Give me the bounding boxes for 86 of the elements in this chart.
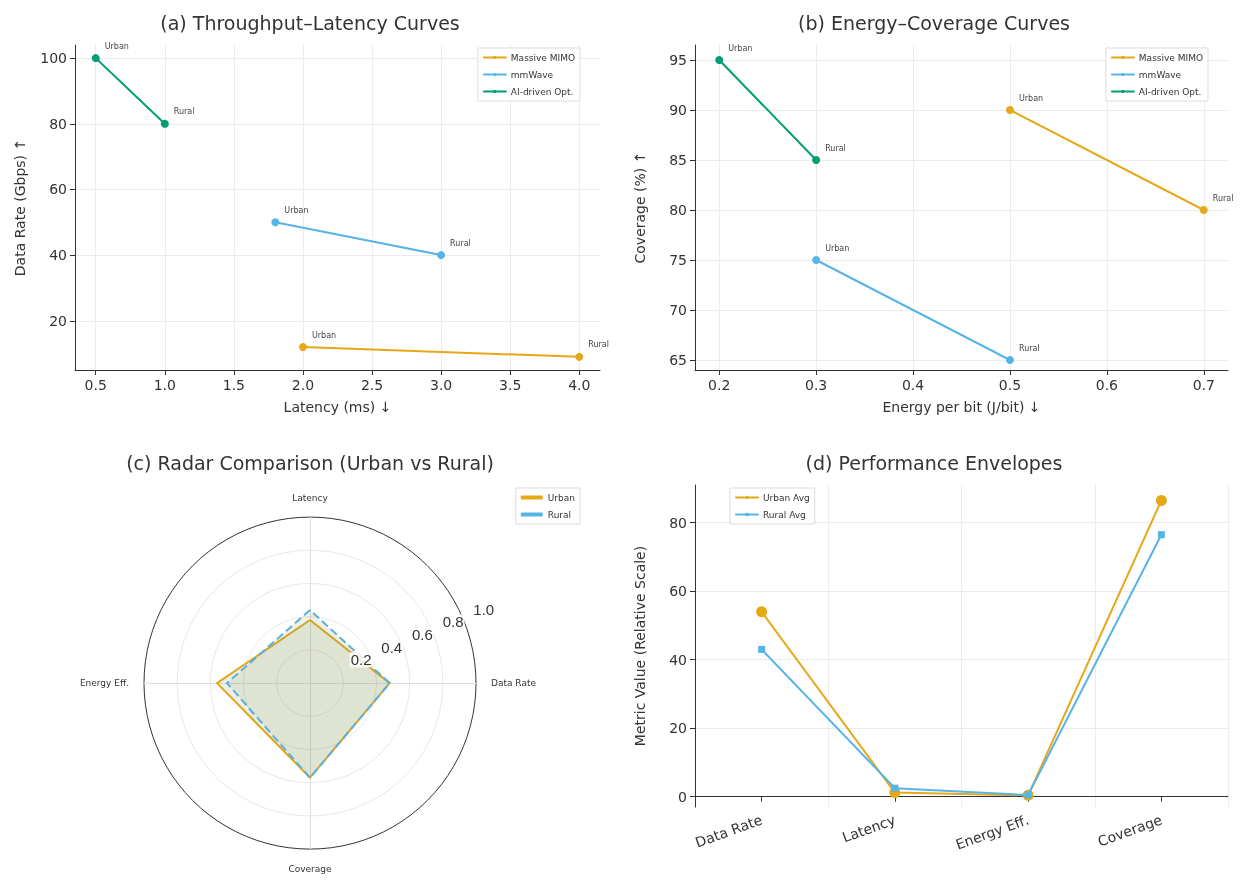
y-tick-label: 60 [49,181,67,198]
point [1157,531,1165,539]
annotation: Rural [1018,343,1040,353]
y-tick-label: 85 [669,152,687,168]
y-tick-label: 80 [49,115,67,132]
y-tick-label: 75 [669,252,687,268]
point [756,606,768,618]
annotation: Urban [104,41,129,51]
y-tick-label: 65 [669,352,687,368]
legend-label: AI-driven Opt. [510,86,574,97]
x-tick-label: 0.7 [1192,377,1215,393]
point [298,343,307,352]
spoke-label: Latency [292,492,329,503]
point [1005,356,1014,364]
annotation: Urban [825,243,850,253]
annotation: Rural [1212,193,1234,203]
legend-label: AI-driven Opt. [1138,86,1202,97]
point [271,218,280,227]
annotation: Rural [450,238,471,248]
point [437,251,446,260]
y-tick-label: 80 [669,202,687,218]
x-tick-label: 3.5 [499,377,522,393]
x-tick-label: 0.3 [805,377,828,393]
legend-label: Massive MIMO [1138,52,1203,63]
legend-label: Urban Avg [763,492,810,503]
point [160,119,169,128]
x-tick-label: 4.0 [568,377,591,393]
x-axis-title: Energy per bit (J/bit) ↓ [882,399,1041,415]
x-tick-label: 0.6 [1095,377,1119,393]
point [812,156,821,164]
point [812,256,821,264]
spoke-label: Coverage [288,863,333,874]
x-tick-label: 1.5 [222,377,246,393]
x-tick-label: Data Rate [693,811,765,851]
y-axis-title: Metric Value (Relative Scale) [632,545,648,747]
y-tick-label: 90 [669,102,687,118]
x-axis-title: Latency (ms) ↓ [283,399,392,415]
x-tick-label: 0.4 [901,377,925,393]
y-tick-label: 80 [669,514,687,531]
legend-label: Urban [547,492,576,503]
y-axis-title: Coverage (%) ↑ [632,151,648,264]
point [1155,494,1167,506]
point [758,645,766,653]
annotation: Urban [728,43,753,53]
annotation: Rural [173,107,195,117]
x-tick-label: Energy Eff. [953,811,1031,853]
y-tick-label: 20 [669,720,687,737]
point [1005,106,1014,114]
y-tick-label: 0.8 [442,613,464,631]
annotation: Rural [588,340,609,350]
y-tick-label: 60 [669,583,687,600]
y-tick-label: 20 [49,312,67,329]
point [891,784,899,792]
point [715,56,724,64]
x-tick-label: 0.5 [998,377,1022,393]
y-tick-label: 40 [49,247,67,264]
annotation: Urban [1018,93,1044,103]
spoke-label: Energy Eff. [79,678,129,689]
legend-label: mmWave [1138,69,1182,80]
legend-label: Massive MIMO [510,52,575,63]
legend-label: mmWave [510,69,554,80]
x-tick-label: 2.5 [360,377,384,393]
annotation: Urban [284,205,309,215]
y-axis-title: Data Rate (Gbps) ↑ [12,138,28,277]
chart-title: (c) Radar Comparison (Urban vs Rural) [126,451,494,474]
point [91,54,100,63]
x-tick-label: 2.0 [291,377,315,393]
point [575,352,584,361]
annotation: Urban [311,330,337,340]
spoke-label: Data Rate [491,678,537,689]
x-tick-label: 0.2 [708,377,731,393]
chart-title: (b) Energy–Coverage Curves [798,11,1070,34]
x-tick-label: 0.5 [84,377,107,393]
x-tick-label: 3.0 [429,377,453,393]
y-tick-label: 40 [669,651,687,668]
x-tick-label: 1.0 [153,377,176,393]
legend-label: Rural [547,509,572,520]
y-tick-label: 100 [40,50,67,67]
y-tick-label: 0 [678,788,687,805]
point [1199,206,1208,214]
y-tick-label: 70 [669,302,687,318]
legend-label: Rural Avg [763,509,806,520]
y-tick-label: 95 [669,52,687,68]
chart-title: (a) Throughput–Latency Curves [160,11,460,34]
annotation: Rural [825,143,846,153]
chart-title: (d) Performance Envelopes [805,451,1063,474]
